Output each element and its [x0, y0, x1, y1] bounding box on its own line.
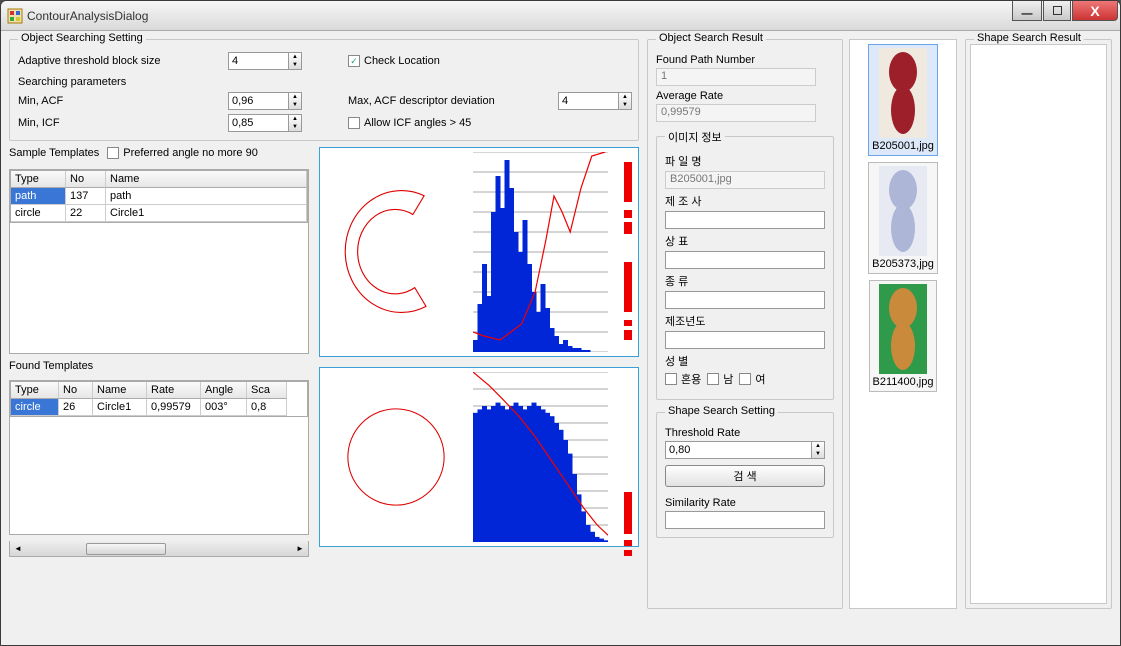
shape-search-button[interactable]: 검 색 [665, 465, 825, 487]
min-acf-input[interactable] [228, 92, 288, 110]
thumbnail-list[interactable]: B205001,jpg B205373,jpg B211400,jpg [849, 39, 957, 609]
table-row[interactable]: circle22Circle1 [11, 205, 307, 222]
found-templates-hscroll[interactable]: ◄► [9, 541, 309, 557]
app-icon [7, 8, 23, 24]
max-dev-label: Max, ACF descriptor deviation [348, 95, 558, 107]
thumbnail-item[interactable]: B205001,jpg [868, 44, 938, 156]
min-acf-label: Min, ACF [18, 95, 228, 107]
window-title: ContourAnalysisDialog [27, 9, 148, 23]
found-path-label: Found Path Number [656, 54, 834, 66]
filename-label: 파 일 명 [665, 153, 825, 169]
sample-canvas [319, 147, 639, 357]
thumbnail-caption: B211400,jpg [873, 376, 934, 388]
kind-input[interactable] [665, 291, 825, 309]
adaptive-spinner[interactable]: ▲▼ [228, 52, 318, 70]
thumbnail-caption: B205001,jpg [872, 140, 934, 152]
min-acf-spinner[interactable]: ▲▼ [228, 92, 318, 110]
year-label: 제조년도 [665, 313, 825, 329]
check-location-checkbox[interactable]: ✓ Check Location [348, 55, 558, 67]
table-row[interactable]: circle26Circle10,99579003°0,8 [11, 399, 307, 416]
allow-icf-checkbox[interactable]: Allow ICF angles > 45 [348, 117, 558, 129]
similarity-input[interactable] [665, 511, 825, 529]
table-row[interactable]: path137path [11, 188, 307, 205]
maker-input[interactable] [665, 211, 825, 229]
allow-icf-label: Allow ICF angles > 45 [364, 117, 471, 129]
titlebar: ContourAnalysisDialog — X [1, 1, 1120, 31]
avg-rate-label: Average Rate [656, 90, 834, 102]
max-dev-spinner[interactable]: ▲▼ [558, 92, 648, 110]
threshold-label: Threshold Rate [665, 427, 825, 439]
sample-templates-legend: Sample Templates [9, 147, 99, 159]
threshold-input[interactable] [665, 441, 811, 459]
adaptive-label: Adaptive threshold block size [18, 55, 228, 67]
settings-legend: Object Searching Setting [18, 32, 146, 44]
threshold-spinner[interactable]: ▲▼ [665, 441, 825, 459]
preferred-angle-checkbox[interactable]: Preferred angle no more 90 [107, 147, 258, 159]
gender-option[interactable]: 남 [707, 371, 733, 387]
found-canvas [319, 367, 639, 547]
shape-result-legend: Shape Search Result [974, 32, 1084, 44]
maker-label: 제 조 사 [665, 193, 825, 209]
min-icf-label: Min, ICF [18, 117, 228, 129]
image-info-group: 이미지 정보 파 일 명 B205001,jpg 제 조 사 상 표 종 류 제… [656, 136, 834, 400]
object-searching-setting: Object Searching Setting Adaptive thresh… [9, 39, 639, 141]
min-icf-input[interactable] [228, 114, 288, 132]
image-info-legend: 이미지 정보 [665, 129, 725, 145]
filename-value: B205001,jpg [665, 171, 825, 189]
found-path-value: 1 [656, 68, 816, 86]
close-button[interactable]: X [1072, 1, 1118, 21]
gender-label: 성 별 [665, 353, 825, 369]
brand-label: 상 표 [665, 233, 825, 249]
found-templates-legend: Found Templates [9, 360, 309, 372]
adaptive-input[interactable] [228, 52, 288, 70]
sample-templates-table[interactable]: TypeNoNamepath137pathcircle22Circle1 [10, 170, 308, 223]
kind-label: 종 류 [665, 273, 825, 289]
check-location-label: Check Location [364, 55, 440, 67]
result-legend: Object Search Result [656, 32, 766, 44]
searching-parameters-label: Searching parameters [18, 76, 718, 88]
gender-option[interactable]: 혼용 [665, 371, 701, 387]
brand-input[interactable] [665, 251, 825, 269]
preferred-angle-label: Preferred angle no more 90 [123, 147, 258, 159]
maximize-button[interactable] [1043, 1, 1071, 21]
year-input[interactable] [665, 331, 825, 349]
found-templates-table[interactable]: TypeNoNameRateAngleScacircle26Circle10,9… [10, 381, 308, 417]
shape-search-result: Shape Search Result [965, 39, 1112, 609]
object-search-result: Object Search Result Found Path Number 1… [647, 39, 843, 609]
minimize-button[interactable]: — [1012, 1, 1042, 21]
avg-rate-value: 0,99579 [656, 104, 816, 122]
thumbnail-item[interactable]: B205373,jpg [868, 162, 938, 274]
min-icf-spinner[interactable]: ▲▼ [228, 114, 318, 132]
shape-search-setting: Shape Search Setting Threshold Rate ▲▼ 검… [656, 412, 834, 538]
thumbnail-item[interactable]: B211400,jpg [869, 280, 938, 392]
thumbnail-caption: B205373,jpg [872, 258, 934, 270]
similarity-label: Similarity Rate [665, 497, 825, 509]
max-dev-input[interactable] [558, 92, 618, 110]
shape-setting-legend: Shape Search Setting [665, 405, 778, 417]
gender-option[interactable]: 여 [739, 371, 765, 387]
